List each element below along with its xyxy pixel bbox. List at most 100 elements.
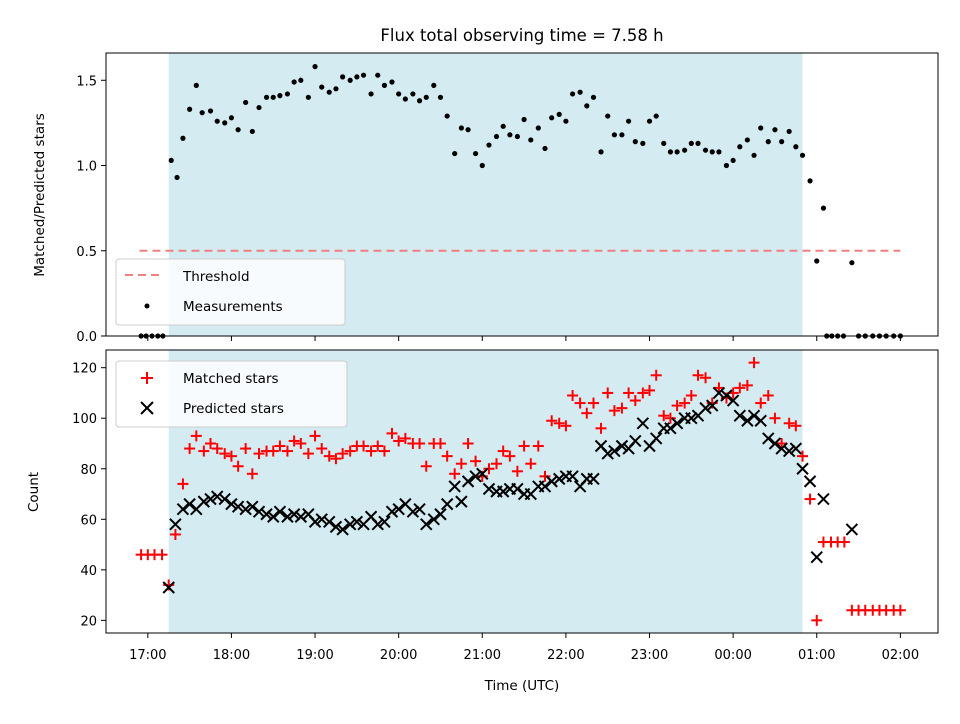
measurement-point — [168, 157, 174, 164]
measurement-point — [207, 108, 214, 114]
matched-stars-point — [629, 395, 641, 407]
predicted-stars-point — [336, 523, 349, 536]
ratio-y-axis: 0.0 0.5 1.0 1.5 — [76, 74, 106, 345]
measurement-point — [263, 94, 270, 100]
matched-stars-point — [169, 528, 181, 540]
predicted-stars-point-b — [587, 472, 600, 486]
measurement-point — [765, 139, 771, 145]
matched-stars-point — [288, 435, 300, 447]
ratio-ytick-label: 0.5 — [76, 245, 97, 260]
matched-stars-point — [302, 448, 314, 460]
predicted-stars-point-b — [273, 505, 287, 518]
measurement-point — [340, 74, 346, 80]
ratio-panel-frame — [105, 52, 939, 337]
predicted-stars-point — [608, 444, 621, 458]
measurement-point — [849, 260, 855, 266]
measurement-point — [667, 149, 674, 155]
predicted-stars-point-b — [252, 505, 266, 518]
matched-stars-point — [156, 549, 168, 561]
matched-stars-point — [281, 445, 293, 457]
predicted-stars-point-b — [162, 581, 175, 594]
measurement-point — [235, 127, 241, 133]
predicted-stars-point-b — [385, 505, 399, 518]
measurement-point — [584, 103, 590, 109]
predicted-stars-point — [260, 508, 273, 521]
measurement-point — [187, 106, 193, 112]
predicted-stars-point-b — [817, 492, 830, 506]
predicted-stars-point — [176, 502, 190, 516]
measurement-point — [799, 152, 806, 158]
matched-stars-point — [894, 604, 906, 616]
measurement-point — [758, 125, 764, 131]
predicted-stars-point — [615, 439, 629, 453]
predicted-stars-point-b — [545, 475, 558, 488]
predicted-stars-point-b — [469, 470, 482, 483]
predicted-stars-point — [434, 508, 447, 521]
measurement-point — [214, 118, 220, 124]
measurement-point — [744, 137, 750, 143]
predicted-stars-point-b — [336, 523, 349, 536]
predicted-stars-point — [378, 515, 391, 529]
measurement-point — [277, 93, 283, 99]
matched-stars-point — [623, 387, 635, 399]
predicted-stars-point — [796, 462, 809, 475]
predicted-stars-point-b — [287, 508, 301, 521]
count-panel: 20 40 60 80 100 120 17:00 18:00 19:00 20:00 21:00… — [26, 349, 939, 694]
measurement-point — [256, 104, 262, 111]
measurement-point — [716, 149, 722, 155]
predicted-stars-point-b — [796, 462, 809, 475]
predicted-stars-point — [845, 523, 859, 536]
count-xtick-label: 19:00 — [296, 648, 333, 663]
count-ytick-label: 20 — [80, 614, 97, 629]
ratio-ytick-label: 0.0 — [76, 330, 97, 345]
predicted-stars-point-b — [670, 417, 684, 430]
measurement-point — [465, 127, 471, 133]
matched-stars-point — [253, 448, 265, 460]
measurement-point — [674, 149, 680, 155]
predicted-stars-point-b — [699, 401, 712, 415]
predicted-stars-point-b — [413, 502, 426, 516]
predicted-stars-point-b — [169, 518, 182, 531]
measurement-point — [222, 120, 228, 126]
ratio-legend: Threshold Measurements — [115, 258, 346, 326]
predicted-stars-point — [406, 505, 420, 518]
predicted-stars-point — [239, 502, 252, 516]
predicted-stars-point-b — [294, 510, 308, 523]
measurements-legend-swatch — [144, 303, 150, 309]
count-ytick-label: 100 — [72, 412, 97, 427]
measurement-point — [521, 116, 527, 123]
predicted-stars-point — [169, 518, 182, 531]
matched-stars-point — [581, 407, 593, 419]
measurement-point — [514, 133, 521, 140]
predicted-stars-point — [413, 502, 426, 516]
measurement-point — [193, 82, 199, 88]
predicted-stars-point-b — [448, 480, 461, 493]
measurement-point — [333, 86, 339, 92]
measurement-point — [682, 147, 688, 153]
measurement-point — [702, 147, 709, 153]
predicted-stars-point-b — [246, 500, 259, 513]
predicted-stars-point-b — [364, 510, 378, 523]
predicted-stars-point — [587, 472, 600, 486]
predicted-stars-point-b — [482, 482, 496, 496]
count-y-axis-label: Count — [26, 472, 42, 512]
predicted-stars-point-b — [440, 497, 454, 511]
chart-title: Flux total observing time = 7.58 h — [380, 26, 663, 45]
measurement-point — [556, 111, 562, 117]
measurement-point — [472, 150, 479, 157]
predicted-stars-point-b — [329, 520, 343, 534]
measurement-point — [779, 139, 785, 145]
measurement-point — [626, 118, 632, 124]
matched-stars-point — [769, 412, 781, 424]
matched-stars-point — [748, 357, 760, 369]
predicted-stars-point-b — [775, 442, 788, 455]
measurement-point — [611, 132, 617, 138]
predicted-stars-point — [775, 442, 788, 455]
predicted-stars-point — [287, 508, 301, 521]
matched-stars-point — [700, 372, 712, 384]
predicted-stars-point-b — [720, 389, 733, 402]
matched-stars-point — [483, 463, 495, 475]
measurement-point — [807, 178, 813, 184]
measurement-point — [507, 132, 513, 138]
